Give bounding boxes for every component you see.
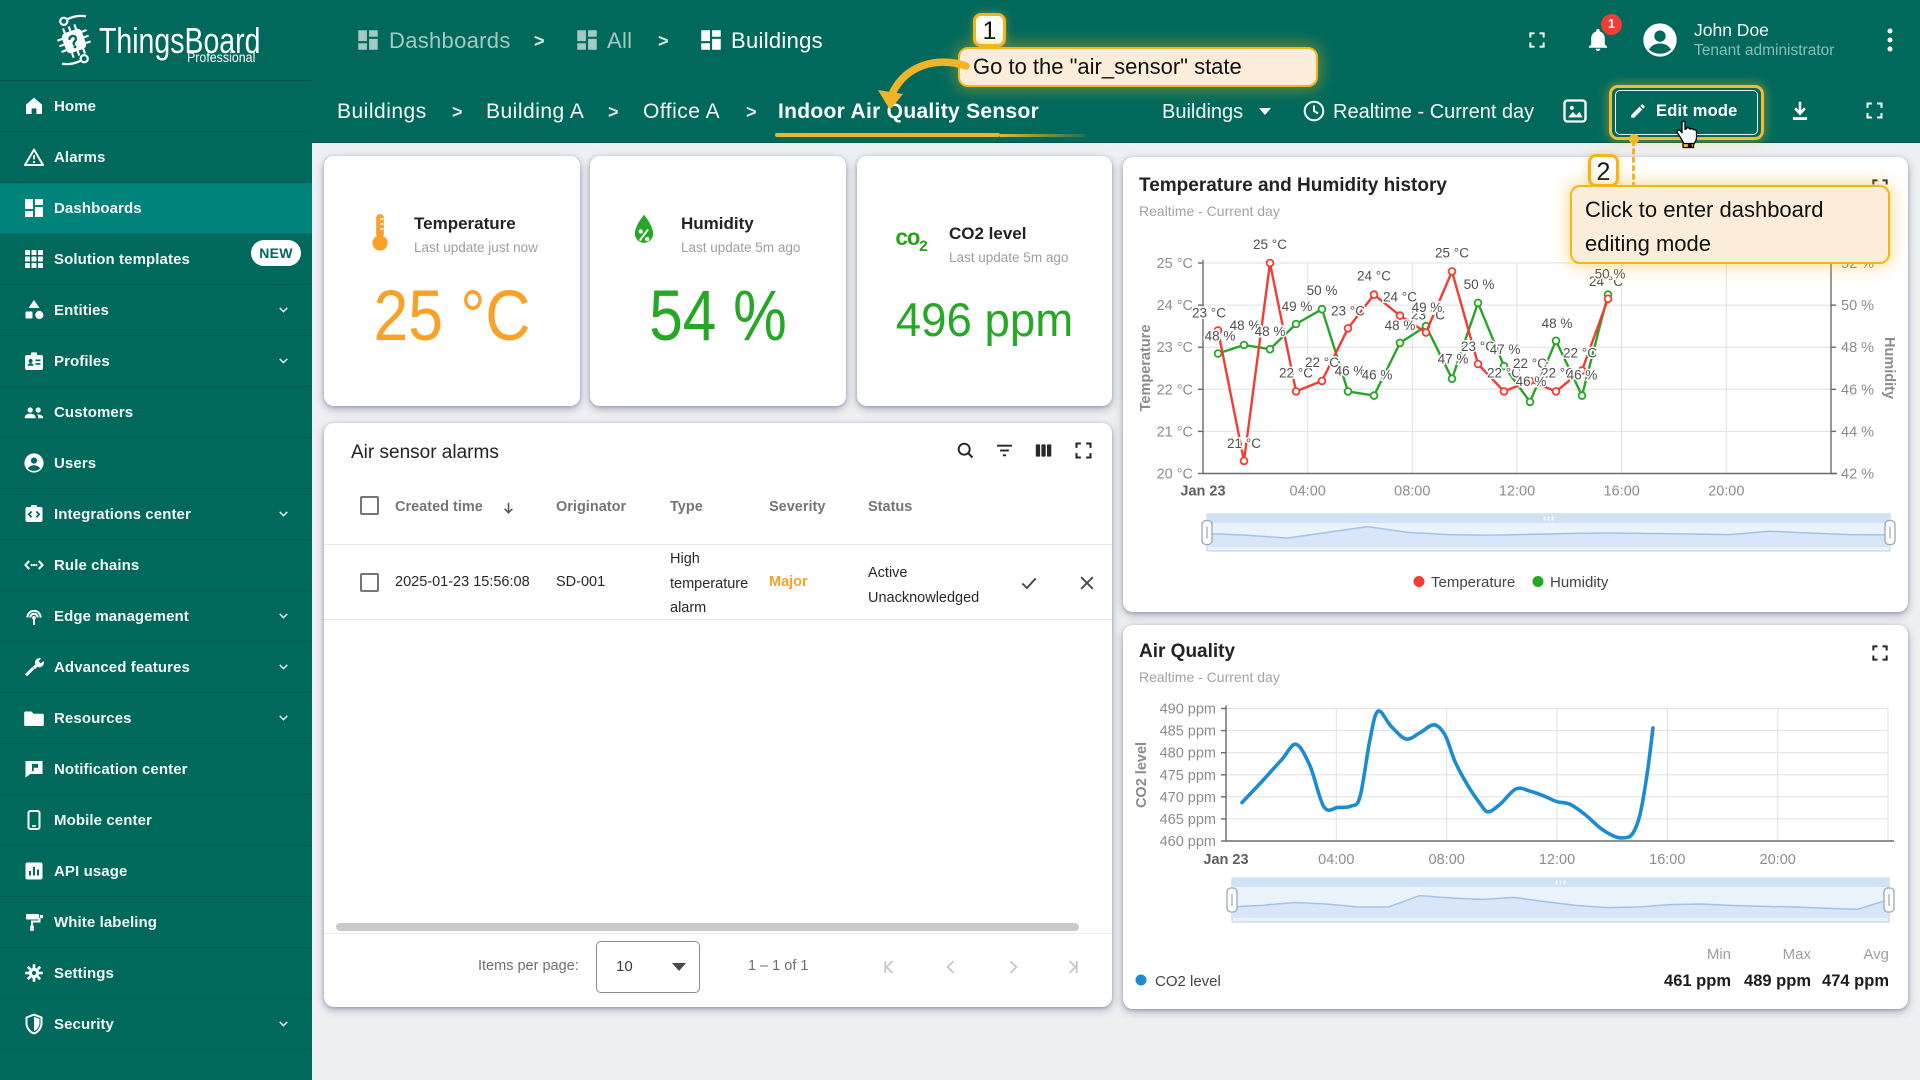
- svg-text:23 °C: 23 °C: [1331, 303, 1365, 318]
- svg-text:489 ppm: 489 ppm: [1744, 972, 1811, 990]
- svg-text:Humidity: Humidity: [1550, 574, 1609, 591]
- svg-text:25 °C: 25 °C: [1435, 245, 1469, 260]
- svg-text:24 °C: 24 °C: [1383, 290, 1417, 305]
- svg-text:49 %: 49 %: [1282, 299, 1313, 314]
- svg-text:470 ppm: 470 ppm: [1160, 790, 1216, 806]
- svg-text:50 %: 50 %: [1464, 277, 1495, 292]
- svg-text:23 °C: 23 °C: [1461, 339, 1495, 354]
- svg-text:21 °C: 21 °C: [1157, 424, 1193, 440]
- svg-text:461 ppm: 461 ppm: [1664, 972, 1731, 990]
- svg-text:460 ppm: 460 ppm: [1160, 834, 1216, 850]
- svg-text:Humidity: Humidity: [1881, 337, 1897, 399]
- svg-text:48 %: 48 %: [1230, 318, 1261, 333]
- svg-text:50 %: 50 %: [1595, 267, 1626, 282]
- svg-text:CO2 level: CO2 level: [1134, 742, 1150, 808]
- svg-text:24 °C: 24 °C: [1357, 269, 1391, 284]
- svg-text:04:00: 04:00: [1318, 852, 1354, 868]
- svg-text:475 ppm: 475 ppm: [1160, 768, 1216, 784]
- svg-text:490 ppm: 490 ppm: [1160, 702, 1216, 718]
- svg-text:24 °C: 24 °C: [1157, 298, 1193, 314]
- svg-text:23 °C: 23 °C: [1411, 308, 1445, 323]
- svg-text:22 °C: 22 °C: [1157, 382, 1193, 398]
- svg-text:23 °C: 23 °C: [1192, 305, 1226, 320]
- svg-text:Max: Max: [1783, 946, 1812, 963]
- svg-text:44 %: 44 %: [1841, 424, 1874, 440]
- svg-text:49 %: 49 %: [1412, 300, 1443, 315]
- svg-text:50 %: 50 %: [1841, 298, 1874, 314]
- svg-text:48 %: 48 %: [1385, 318, 1416, 333]
- svg-text:25 °C: 25 °C: [1253, 237, 1287, 252]
- svg-text:20:00: 20:00: [1708, 484, 1744, 500]
- svg-text:22 °C: 22 °C: [1279, 365, 1313, 380]
- svg-text:22 °C: 22 °C: [1563, 345, 1597, 360]
- svg-text:48 %: 48 %: [1205, 329, 1236, 344]
- svg-text:48 %: 48 %: [1542, 316, 1573, 331]
- svg-text:12:00: 12:00: [1499, 484, 1535, 500]
- svg-text:46 %: 46 %: [1567, 368, 1598, 383]
- svg-text:46 %: 46 %: [1516, 374, 1547, 389]
- svg-text:21 °C: 21 °C: [1227, 436, 1261, 451]
- svg-text:47 %: 47 %: [1490, 342, 1521, 357]
- svg-text:22 °C: 22 °C: [1305, 355, 1339, 370]
- svg-text:46 %: 46 %: [1841, 382, 1874, 398]
- svg-text:12:00: 12:00: [1539, 852, 1575, 868]
- svg-text:47 %: 47 %: [1438, 352, 1469, 367]
- svg-text:50 %: 50 %: [1307, 283, 1338, 298]
- svg-text:04:00: 04:00: [1290, 484, 1326, 500]
- svg-text:480 ppm: 480 ppm: [1160, 746, 1216, 762]
- svg-text:22 °C: 22 °C: [1541, 365, 1575, 380]
- svg-text:16:00: 16:00: [1604, 484, 1640, 500]
- svg-text:16:00: 16:00: [1649, 852, 1685, 868]
- svg-text:485 ppm: 485 ppm: [1160, 724, 1216, 740]
- svg-text:46 %: 46 %: [1335, 363, 1366, 378]
- svg-text:25 °C: 25 °C: [1157, 256, 1193, 272]
- svg-text:Jan 23: Jan 23: [1203, 852, 1248, 868]
- svg-text:474 ppm: 474 ppm: [1822, 972, 1889, 990]
- svg-text:48 %: 48 %: [1841, 340, 1874, 356]
- svg-text:Jan 23: Jan 23: [1180, 484, 1225, 500]
- svg-text:08:00: 08:00: [1394, 484, 1430, 500]
- svg-text:Temperature: Temperature: [1138, 325, 1154, 412]
- svg-text:22 °C: 22 °C: [1513, 356, 1547, 371]
- svg-text:46 %: 46 %: [1362, 368, 1393, 383]
- svg-text:24 °C: 24 °C: [1589, 274, 1623, 289]
- svg-text:CO2 level: CO2 level: [1155, 973, 1221, 990]
- svg-text:22 °C: 22 °C: [1487, 365, 1521, 380]
- svg-text:465 ppm: 465 ppm: [1160, 812, 1216, 828]
- svg-text:42 %: 42 %: [1841, 467, 1874, 483]
- svg-text:Min: Min: [1707, 946, 1731, 963]
- svg-text:Avg: Avg: [1863, 946, 1889, 963]
- svg-text:48 %: 48 %: [1255, 324, 1286, 339]
- svg-text:20:00: 20:00: [1760, 852, 1796, 868]
- svg-text:20 °C: 20 °C: [1157, 467, 1193, 483]
- svg-text:23 °C: 23 °C: [1157, 340, 1193, 356]
- svg-text:08:00: 08:00: [1429, 852, 1465, 868]
- svg-text:Temperature: Temperature: [1431, 574, 1515, 591]
